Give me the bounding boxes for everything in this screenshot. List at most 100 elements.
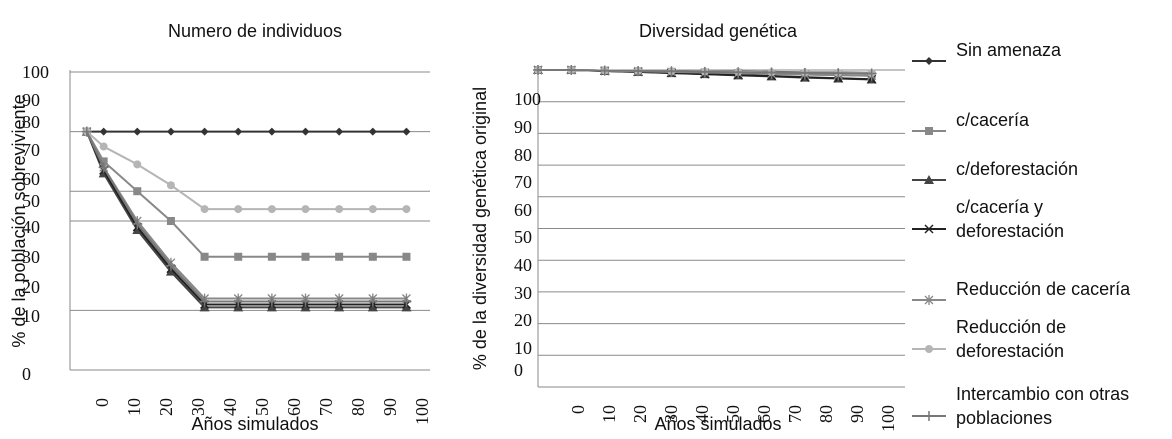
chart-2-y-tick-label: 10 bbox=[514, 338, 532, 358]
chart-1-y-axis-label: % de la población sobreviviente bbox=[9, 94, 29, 347]
legend-marker bbox=[924, 224, 934, 234]
chart-1-data-point-intercambio-con-otras-poblaciones bbox=[233, 296, 244, 307]
chart-2-gridlines bbox=[538, 69, 905, 388]
chart-2-x-tick-label: 70 bbox=[785, 405, 805, 423]
chart-1-data-point-sin-amenaza-shape bbox=[402, 127, 411, 136]
chart-1-data-point-intercambio-con-otras-poblaciones bbox=[401, 296, 412, 307]
chart-1-data-point-reduccion-de-deforestacion-shape bbox=[267, 205, 276, 214]
chart-1-series-c-deforestacion bbox=[81, 126, 412, 312]
chart-1-y-tick-label: 100 bbox=[22, 62, 49, 82]
chart-1-data-point-sin-amenaza bbox=[99, 127, 108, 136]
chart-1-x-axis-label: Años simulados bbox=[191, 414, 318, 434]
chart-2-x-axis-label: Años simulados bbox=[654, 414, 781, 434]
chart-2-data-point-intercambio-con-otras-poblaciones-shape bbox=[799, 67, 810, 78]
chart-1-data-point-intercambio-con-otras-poblaciones bbox=[81, 126, 92, 137]
chart-1-data-point-reduccion-de-deforestacion bbox=[234, 205, 243, 214]
chart-1-data-point-intercambio-con-otras-poblaciones bbox=[367, 296, 378, 307]
chart-1-data-point-sin-amenaza bbox=[368, 127, 377, 136]
chart-1-data-point-c-caceria-shape bbox=[402, 252, 411, 261]
legend-marker-shape bbox=[924, 175, 934, 184]
chart-1-data-point-intercambio-con-otras-poblaciones-shape bbox=[132, 218, 143, 229]
chart-1-x-tick-label: 50 bbox=[252, 398, 272, 416]
chart-2-title: Diversidad genética bbox=[639, 21, 798, 41]
chart-1-data-point-c-deforestacion bbox=[300, 302, 311, 312]
chart-1-data-point-c-caceria-shape bbox=[234, 252, 243, 261]
chart-1-data-point-c-deforestacion bbox=[199, 302, 210, 312]
chart-1-y-tick-label: 50 bbox=[22, 191, 40, 211]
chart-1-y-tick-label: 70 bbox=[22, 140, 40, 160]
chart-1-data-point-intercambio-con-otras-poblaciones-shape bbox=[401, 296, 412, 307]
chart-1-data-point-c-deforestacion bbox=[132, 224, 143, 234]
chart-2-data-point-intercambio-con-otras-poblaciones-shape bbox=[599, 65, 610, 76]
legend-label: c/cacería y bbox=[956, 197, 1043, 217]
chart-2-data-point-intercambio-con-otras-poblaciones-shape bbox=[533, 65, 543, 75]
chart-1-data-point-sin-amenaza bbox=[166, 127, 175, 136]
legend-marker bbox=[925, 57, 933, 65]
chart-1-data-point-sin-amenaza-shape bbox=[335, 127, 344, 136]
chart-2-data-point-intercambio-con-otras-poblaciones-shape bbox=[733, 67, 744, 78]
chart-1-data-point-intercambio-con-otras-poblaciones-shape bbox=[98, 162, 109, 173]
legend-marker-shape bbox=[924, 411, 934, 421]
chart-1-x-tick-label: 20 bbox=[156, 398, 176, 416]
chart-1-data-point-intercambio-con-otras-poblaciones-shape bbox=[81, 126, 92, 137]
chart-2-x-tick-label: 100 bbox=[878, 405, 898, 432]
chart-2-data-point-intercambio-con-otras-poblaciones-shape bbox=[566, 65, 577, 75]
chart-1-y-tick-label: 0 bbox=[22, 364, 31, 384]
chart-1-data-point-intercambio-con-otras-poblaciones-shape bbox=[266, 296, 277, 307]
chart-1-data-point-reduccion-de-deforestacion bbox=[99, 142, 108, 151]
chart-2-y-tick-label: 0 bbox=[514, 360, 523, 380]
chart-2-y-axis-label: % de la diversidad genética original bbox=[470, 87, 490, 370]
chart-1-data-point-c-caceria-shape bbox=[99, 157, 108, 166]
chart-1-data-point-intercambio-con-otras-poblaciones-shape bbox=[367, 296, 378, 307]
chart-1-data-point-sin-amenaza-shape bbox=[234, 127, 243, 136]
chart-2-data-point-intercambio-con-otras-poblaciones-shape bbox=[766, 67, 777, 78]
legend-label: Reducción de bbox=[956, 317, 1066, 337]
chart-2-data-point-intercambio-con-otras-poblaciones-shape bbox=[866, 68, 877, 79]
chart-2-y-tick-label: 90 bbox=[514, 117, 532, 137]
chart-1-x-tick-label: 40 bbox=[220, 398, 240, 416]
chart-1-gridlines bbox=[70, 71, 430, 311]
legend-item-reduccion-de-deforestacion: Reducción de deforestación bbox=[912, 317, 1066, 361]
chart-1-data-point-c-caceria bbox=[335, 252, 344, 261]
chart-2-data-point-intercambio-con-otras-poblaciones bbox=[733, 67, 744, 78]
chart-1-series-c-caceria bbox=[82, 127, 411, 261]
chart-1-series-line-reduccion-de-deforestacion bbox=[86, 130, 407, 211]
chart-1-data-point-c-caceria-shape bbox=[267, 252, 276, 261]
chart-1-data-point-c-caceria bbox=[133, 187, 142, 196]
chart-1-data-point-intercambio-con-otras-poblaciones bbox=[98, 162, 109, 173]
chart-2-x-tick-label: 60 bbox=[754, 405, 774, 423]
chart-1-x-tick-label: 100 bbox=[412, 398, 432, 425]
chart-1-y-tick-label: 10 bbox=[22, 306, 40, 326]
chart-1-series-intercambio-con-otras-poblaciones bbox=[81, 126, 412, 307]
chart-1-series-line-reduccion-de-caceria bbox=[85, 131, 407, 300]
chart-1-x-tick-label: 80 bbox=[348, 398, 368, 416]
chart-2-data-point-intercambio-con-otras-poblaciones bbox=[633, 65, 644, 76]
chart-2-x-tick-label: 90 bbox=[847, 405, 867, 423]
chart-2-y-tick-label: 60 bbox=[514, 200, 532, 220]
chart-1-y-tick-label: 60 bbox=[22, 169, 40, 189]
chart-2-data-point-intercambio-con-otras-poblaciones bbox=[799, 67, 810, 78]
chart-1-data-point-c-deforestacion bbox=[401, 302, 412, 312]
chart-1-data-point-sin-amenaza-shape bbox=[133, 127, 142, 136]
chart-1-x-tick-label: 60 bbox=[284, 398, 304, 416]
chart-2-data-point-intercambio-con-otras-poblaciones bbox=[566, 65, 577, 75]
chart-2-data-point-intercambio-con-otras-poblaciones-shape bbox=[666, 66, 677, 77]
chart-1-data-point-intercambio-con-otras-poblaciones-shape bbox=[300, 296, 311, 307]
chart-1-data-point-intercambio-con-otras-poblaciones-shape bbox=[233, 296, 244, 307]
legend-marker bbox=[924, 411, 934, 421]
chart-1-data-point-reduccion-de-deforestacion-shape bbox=[335, 205, 344, 214]
chart-1-data-point-c-deforestacion-shape bbox=[233, 302, 244, 312]
chart-1-data-point-c-caceria-shape bbox=[166, 217, 175, 225]
chart-1-series-sin-amenaza bbox=[82, 127, 411, 136]
chart-1-data-point-c-caceria-shape bbox=[301, 252, 310, 261]
chart-1-data-point-reduccion-de-deforestacion bbox=[133, 160, 142, 169]
chart-1-data-point-c-deforestacion bbox=[266, 302, 277, 312]
chart-2-y-tick-label: 30 bbox=[514, 283, 532, 303]
chart-2: Diversidad genética010203040506070809010… bbox=[470, 21, 905, 434]
chart-1-y-tick-label: 90 bbox=[22, 90, 40, 110]
chart-2-y-tick-label: 100 bbox=[514, 89, 541, 109]
chart-1-data-point-c-caceria bbox=[368, 252, 377, 261]
chart-1-data-point-c-deforestacion-shape bbox=[401, 302, 412, 312]
chart-1-data-point-reduccion-de-deforestacion-shape bbox=[301, 205, 310, 214]
legend-marker-shape bbox=[925, 345, 933, 353]
